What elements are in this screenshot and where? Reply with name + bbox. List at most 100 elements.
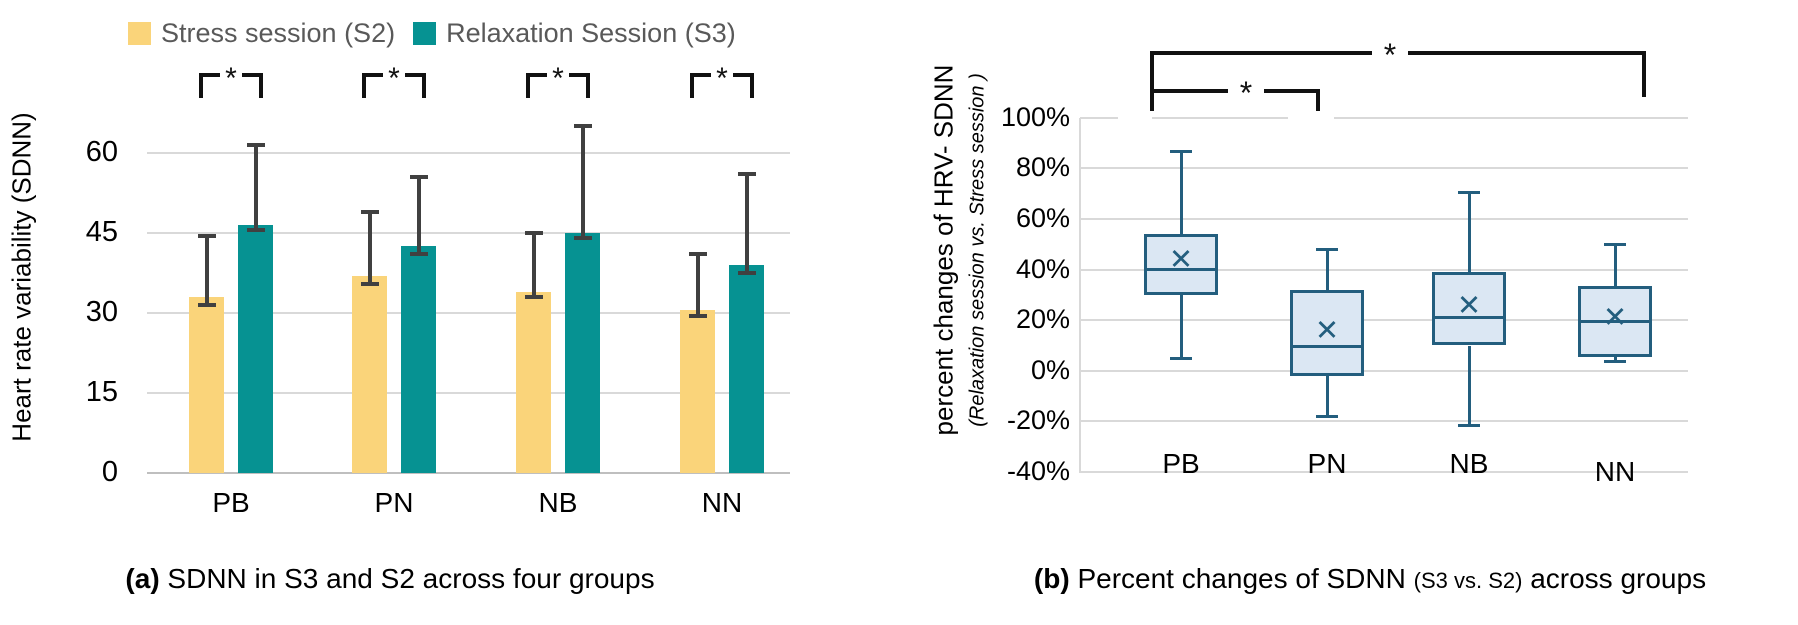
sig-bracket-PB-NN-line-left	[1150, 51, 1372, 55]
sig-marker-star: *	[552, 62, 564, 95]
median-line-NB	[1432, 316, 1506, 320]
y-tick-label: -20%	[1006, 405, 1070, 436]
box-PB	[1144, 234, 1218, 295]
y-tick-label: 30	[85, 296, 118, 328]
gridline	[1080, 268, 1688, 271]
x-label-PN: PN	[374, 487, 414, 518]
gridline	[1080, 420, 1688, 423]
sig-bracket-PB-PN-line-right	[1264, 89, 1320, 93]
bar-s3-PN	[401, 246, 436, 473]
sig-bracket-PB-PN-drop-left	[1150, 89, 1154, 111]
whisker-cap-bottom-PB	[1170, 356, 1192, 360]
x-label-PB: PB	[212, 487, 250, 518]
bar-chart-panel: Stress session (S2) Relaxation Session (…	[0, 0, 830, 625]
x-label-PN: PN	[1307, 448, 1347, 479]
caption-a-text: SDNN in S3 and S2 across four groups	[159, 563, 655, 594]
bar-chart-plot-area: 0 15 30 45 60 * PB * PN * NB * NN	[0, 0, 830, 560]
legend-swatch-relaxation	[413, 22, 437, 45]
error-bar-cap-top-NB	[573, 124, 592, 129]
gridline	[1080, 369, 1688, 372]
legend-swatch-stress	[128, 22, 151, 45]
legend-label-stress: Stress session (S2)	[161, 18, 396, 48]
sig-marker-star: *	[388, 62, 400, 95]
sig-marker-NN: *	[690, 62, 754, 98]
legend: Stress session (S2) Relaxation Session (…	[128, 18, 744, 49]
whisker-upper-NB	[1467, 192, 1471, 273]
gridline	[147, 392, 790, 394]
whisker-cap-top-NB	[1458, 190, 1480, 194]
whisker-cap-top-PN	[1316, 247, 1338, 251]
error-bar-line-NN	[744, 174, 749, 273]
gridline	[147, 152, 790, 154]
error-bar-cap-top-PN	[409, 175, 428, 179]
y-tick-label: 0	[101, 456, 118, 488]
sig-marker-left-corner	[199, 73, 220, 98]
sig-marker-left-corner	[526, 73, 547, 98]
legend-label-relaxation: Relaxation Session (S3)	[446, 18, 736, 48]
error-bar-cap-top-NN	[737, 172, 756, 177]
whisker-cap-bottom-NN	[1604, 360, 1626, 364]
bar-s2-NB	[516, 291, 551, 473]
median-line-PB	[1144, 268, 1218, 272]
bar-s2-PB	[189, 297, 224, 473]
whisker-lower-NN	[1613, 356, 1617, 362]
gridline	[1080, 471, 1688, 473]
error-bar-cap-top-NN	[688, 252, 707, 257]
error-bar-cap-bottom-NN	[688, 313, 707, 318]
sig-marker-right-corner	[242, 73, 263, 98]
sig-bracket-PB-PN-drop-right	[1316, 89, 1320, 111]
bar-s3-PB	[238, 225, 273, 473]
x-label-NN: NN	[1594, 456, 1636, 487]
bar-s2-PN	[352, 275, 387, 473]
error-bar-cap-top-PB	[246, 143, 265, 147]
bar-s2-NN	[680, 310, 715, 473]
box-chart-panel: percent changes of HRV- SDNN (Relaxation…	[830, 0, 1798, 625]
y-tick-label: 60%	[1015, 203, 1070, 233]
sig-bracket-PB-NN-star: *	[1383, 37, 1397, 73]
error-bar-cap-top-NB	[524, 231, 543, 235]
error-bar-line-NB	[531, 233, 536, 297]
whisker-cap-top-PB	[1170, 150, 1192, 154]
sig-bracket-PB-NN-line-right	[1408, 51, 1646, 55]
y-tick-label: 40%	[1015, 253, 1070, 284]
error-bar-line-PN	[367, 211, 372, 284]
sig-bracket-PB-NN-drop-right	[1642, 51, 1646, 97]
caption-b-tag: (b)	[1033, 563, 1070, 594]
x-axis-line	[147, 472, 790, 474]
error-bar-cap-bottom-PB	[246, 228, 265, 233]
whisker-upper-PN	[1325, 249, 1329, 290]
error-bar-line-PB	[253, 145, 258, 231]
error-bar-cap-bottom-NN	[737, 271, 756, 275]
error-bar-line-PN	[416, 177, 421, 255]
error-bar-line-NB	[580, 126, 585, 239]
x-label-NB: NB	[538, 487, 578, 518]
median-line-NN	[1578, 319, 1652, 323]
whisker-lower-PN	[1325, 375, 1329, 417]
sig-bracket-PB-PN-line-left	[1150, 89, 1228, 93]
mean-marker-PN: ✕	[1314, 314, 1340, 347]
gridline	[147, 232, 790, 234]
y-tick-label: -40%	[1006, 456, 1070, 486]
error-bar-cap-bottom-NB	[573, 236, 592, 241]
gridline	[1080, 167, 1688, 170]
error-bar-cap-bottom-PN	[360, 281, 379, 286]
caption-a: (a) SDNN in S3 and S2 across four groups	[70, 563, 710, 595]
error-bar-cap-top-PB	[197, 233, 216, 238]
error-bar-line-NN	[695, 254, 700, 316]
sig-marker-PB: *	[199, 62, 263, 98]
error-bar-cap-top-PN	[360, 209, 379, 214]
box-NB	[1432, 272, 1506, 346]
whisker-lower-PB	[1179, 294, 1183, 359]
whisker-cap-bottom-PN	[1316, 414, 1338, 418]
sig-marker-left-corner	[690, 73, 711, 98]
sig-marker-PN: *	[362, 62, 426, 98]
caption-a-tag: (a)	[125, 563, 160, 594]
sig-marker-NB: *	[526, 62, 590, 98]
x-label-NN: NN	[701, 487, 743, 518]
error-bar-line-PB	[204, 235, 209, 305]
sig-bracket-PB-PN-star: *	[1239, 75, 1253, 111]
whisker-cap-top-NN	[1604, 242, 1626, 246]
sig-marker-star: *	[716, 62, 728, 95]
gridline-100	[1334, 116, 1688, 119]
